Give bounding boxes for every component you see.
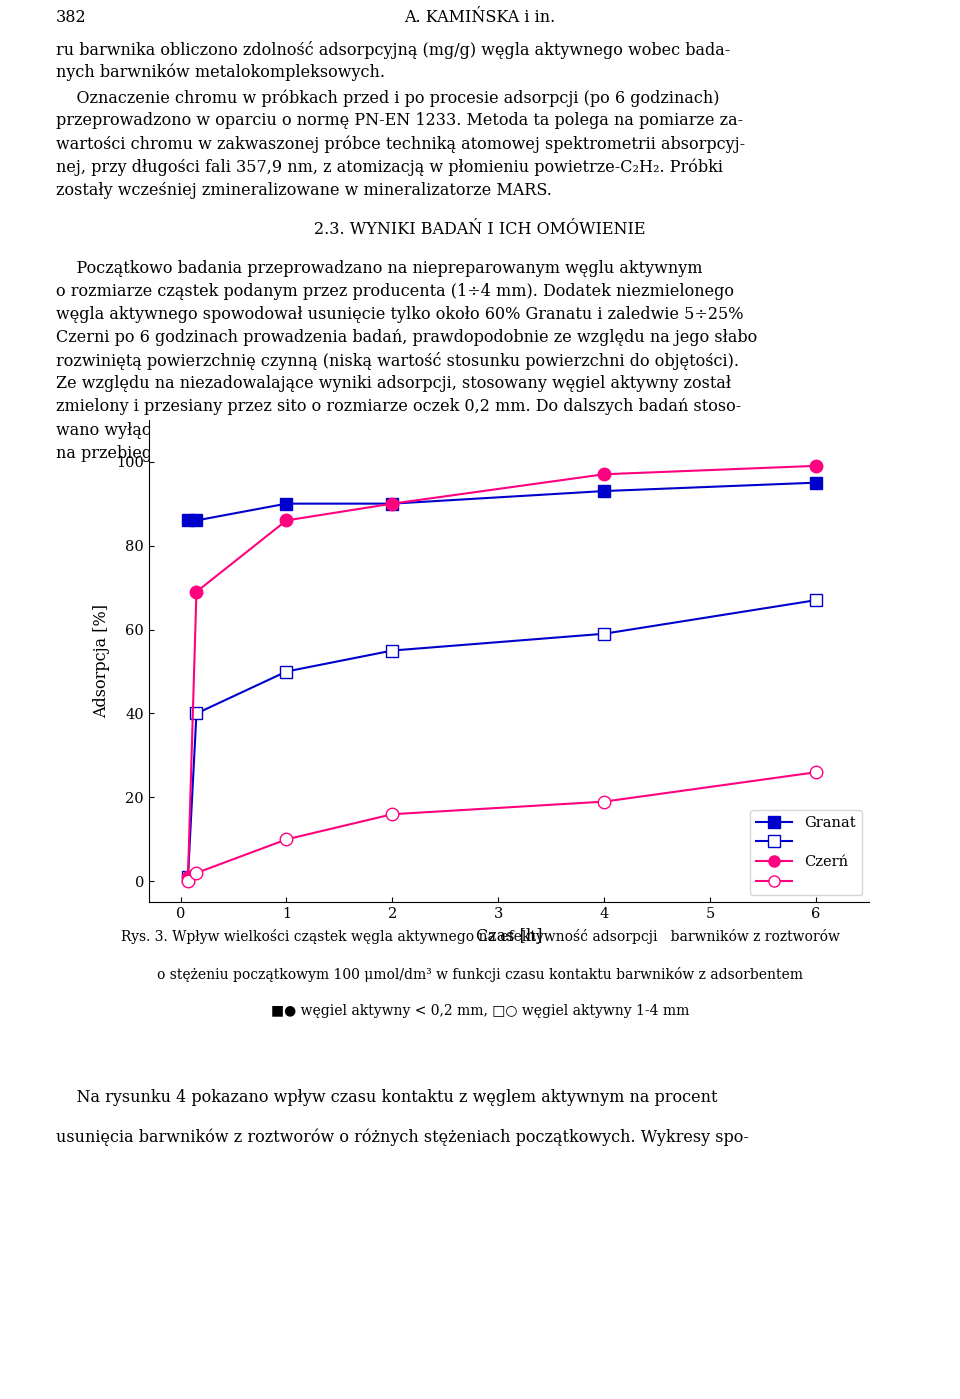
Text: Rys. 3. Wpływ wielkości cząstek węgla aktywnego na efektywność adsorpcji   barwn: Rys. 3. Wpływ wielkości cząstek węgla ak… [121,929,839,944]
Text: usunięcia barwników z roztworów o różnych stężeniach początkowych. Wykresy spo-: usunięcia barwników z roztworów o różnyc… [56,1129,749,1146]
Text: Czerni po 6 godzinach prowadzenia badań, prawdopodobnie ze względu na jego słabo: Czerni po 6 godzinach prowadzenia badań,… [56,329,756,346]
Text: przeprowadzono w oparciu o normę PN-EN 1233. Metoda ta polega na pomiarze za-: przeprowadzono w oparciu o normę PN-EN 1… [56,112,743,129]
Text: zostały wcześniej zmineralizowane w mineralizatorze MARS.: zostały wcześniej zmineralizowane w mine… [56,182,552,199]
Text: wano wyłącznie uzyskaną w ten sposób frakcję. Wpływ rozmiaru cząstek adsorbentu: wano wyłącznie uzyskaną w ten sposób fra… [56,421,745,439]
Text: nej, przy długości fali 357,9 nm, z atomizacją w płomieniu powietrze-C₂H₂. Próbk: nej, przy długości fali 357,9 nm, z atom… [56,158,723,176]
Y-axis label: Adsorpcja [%]: Adsorpcja [%] [93,604,110,718]
Text: Początkowo badania przeprowadzano na niepreparowanym węglu aktywnym: Początkowo badania przeprowadzano na nie… [56,260,702,277]
Text: Na rysunku 4 pokazano wpływ czasu kontaktu z węglem aktywnym na procent: Na rysunku 4 pokazano wpływ czasu kontak… [56,1088,717,1107]
Text: zmielony i przesiany przez sito o rozmiarze oczek 0,2 mm. Do dalszych badań stos: zmielony i przesiany przez sito o rozmia… [56,399,741,416]
Text: ■● węgiel aktywny < 0,2 mm, □○ węgiel aktywny 1-4 mm: ■● węgiel aktywny < 0,2 mm, □○ węgiel ak… [271,1004,689,1018]
Text: 2.3. WYNIKI BADAŃ I ICH OMÓWIENIE: 2.3. WYNIKI BADAŃ I ICH OMÓWIENIE [314,221,646,238]
Text: ru barwnika obliczono zdolność adsorpcyjną (mg/g) węgla aktywnego wobec bada-: ru barwnika obliczono zdolność adsorpcyj… [56,41,730,59]
Text: rozwiniętą powierzchnię czynną (niską wartość stosunku powierzchni do objętości): rozwiniętą powierzchnię czynną (niską wa… [56,353,738,371]
Text: o stężeniu początkowym 100 μmol/dm³ w funkcji czasu kontaktu barwników z adsorbe: o stężeniu początkowym 100 μmol/dm³ w fu… [157,967,803,982]
Text: węgla aktywnego spowodował usunięcie tylko około 60% Granatu i zaledwie 5÷25%: węgla aktywnego spowodował usunięcie tyl… [56,306,743,323]
Text: Ze względu na niezadowalające wyniki adsorpcji, stosowany węgiel aktywny został: Ze względu na niezadowalające wyniki ads… [56,375,731,392]
Text: A. KAMIŃSKA i in.: A. KAMIŃSKA i in. [404,8,556,27]
Text: Oznaczenie chromu w próbkach przed i po procesie adsorpcji (po 6 godzinach): Oznaczenie chromu w próbkach przed i po … [56,90,719,106]
Legend: Granat,  , Czerń,  : Granat, , Czerń, [750,810,861,895]
Text: 382: 382 [56,8,86,27]
Text: o rozmiarze cząstek podanym przez producenta (1÷4 mm). Dodatek niezmielonego: o rozmiarze cząstek podanym przez produc… [56,283,733,299]
Text: nych barwników metalokompleksowych.: nych barwników metalokompleksowych. [56,64,385,81]
Text: wartości chromu w zakwaszonej próbce techniką atomowej spektrometrii absorpcyj-: wartości chromu w zakwaszonej próbce tec… [56,136,745,152]
X-axis label: Czas [h]: Czas [h] [475,926,542,944]
Text: na przebieg procesu adsorpcji przedstawiono na rysunku 3.: na przebieg procesu adsorpcji przedstawi… [56,445,542,462]
